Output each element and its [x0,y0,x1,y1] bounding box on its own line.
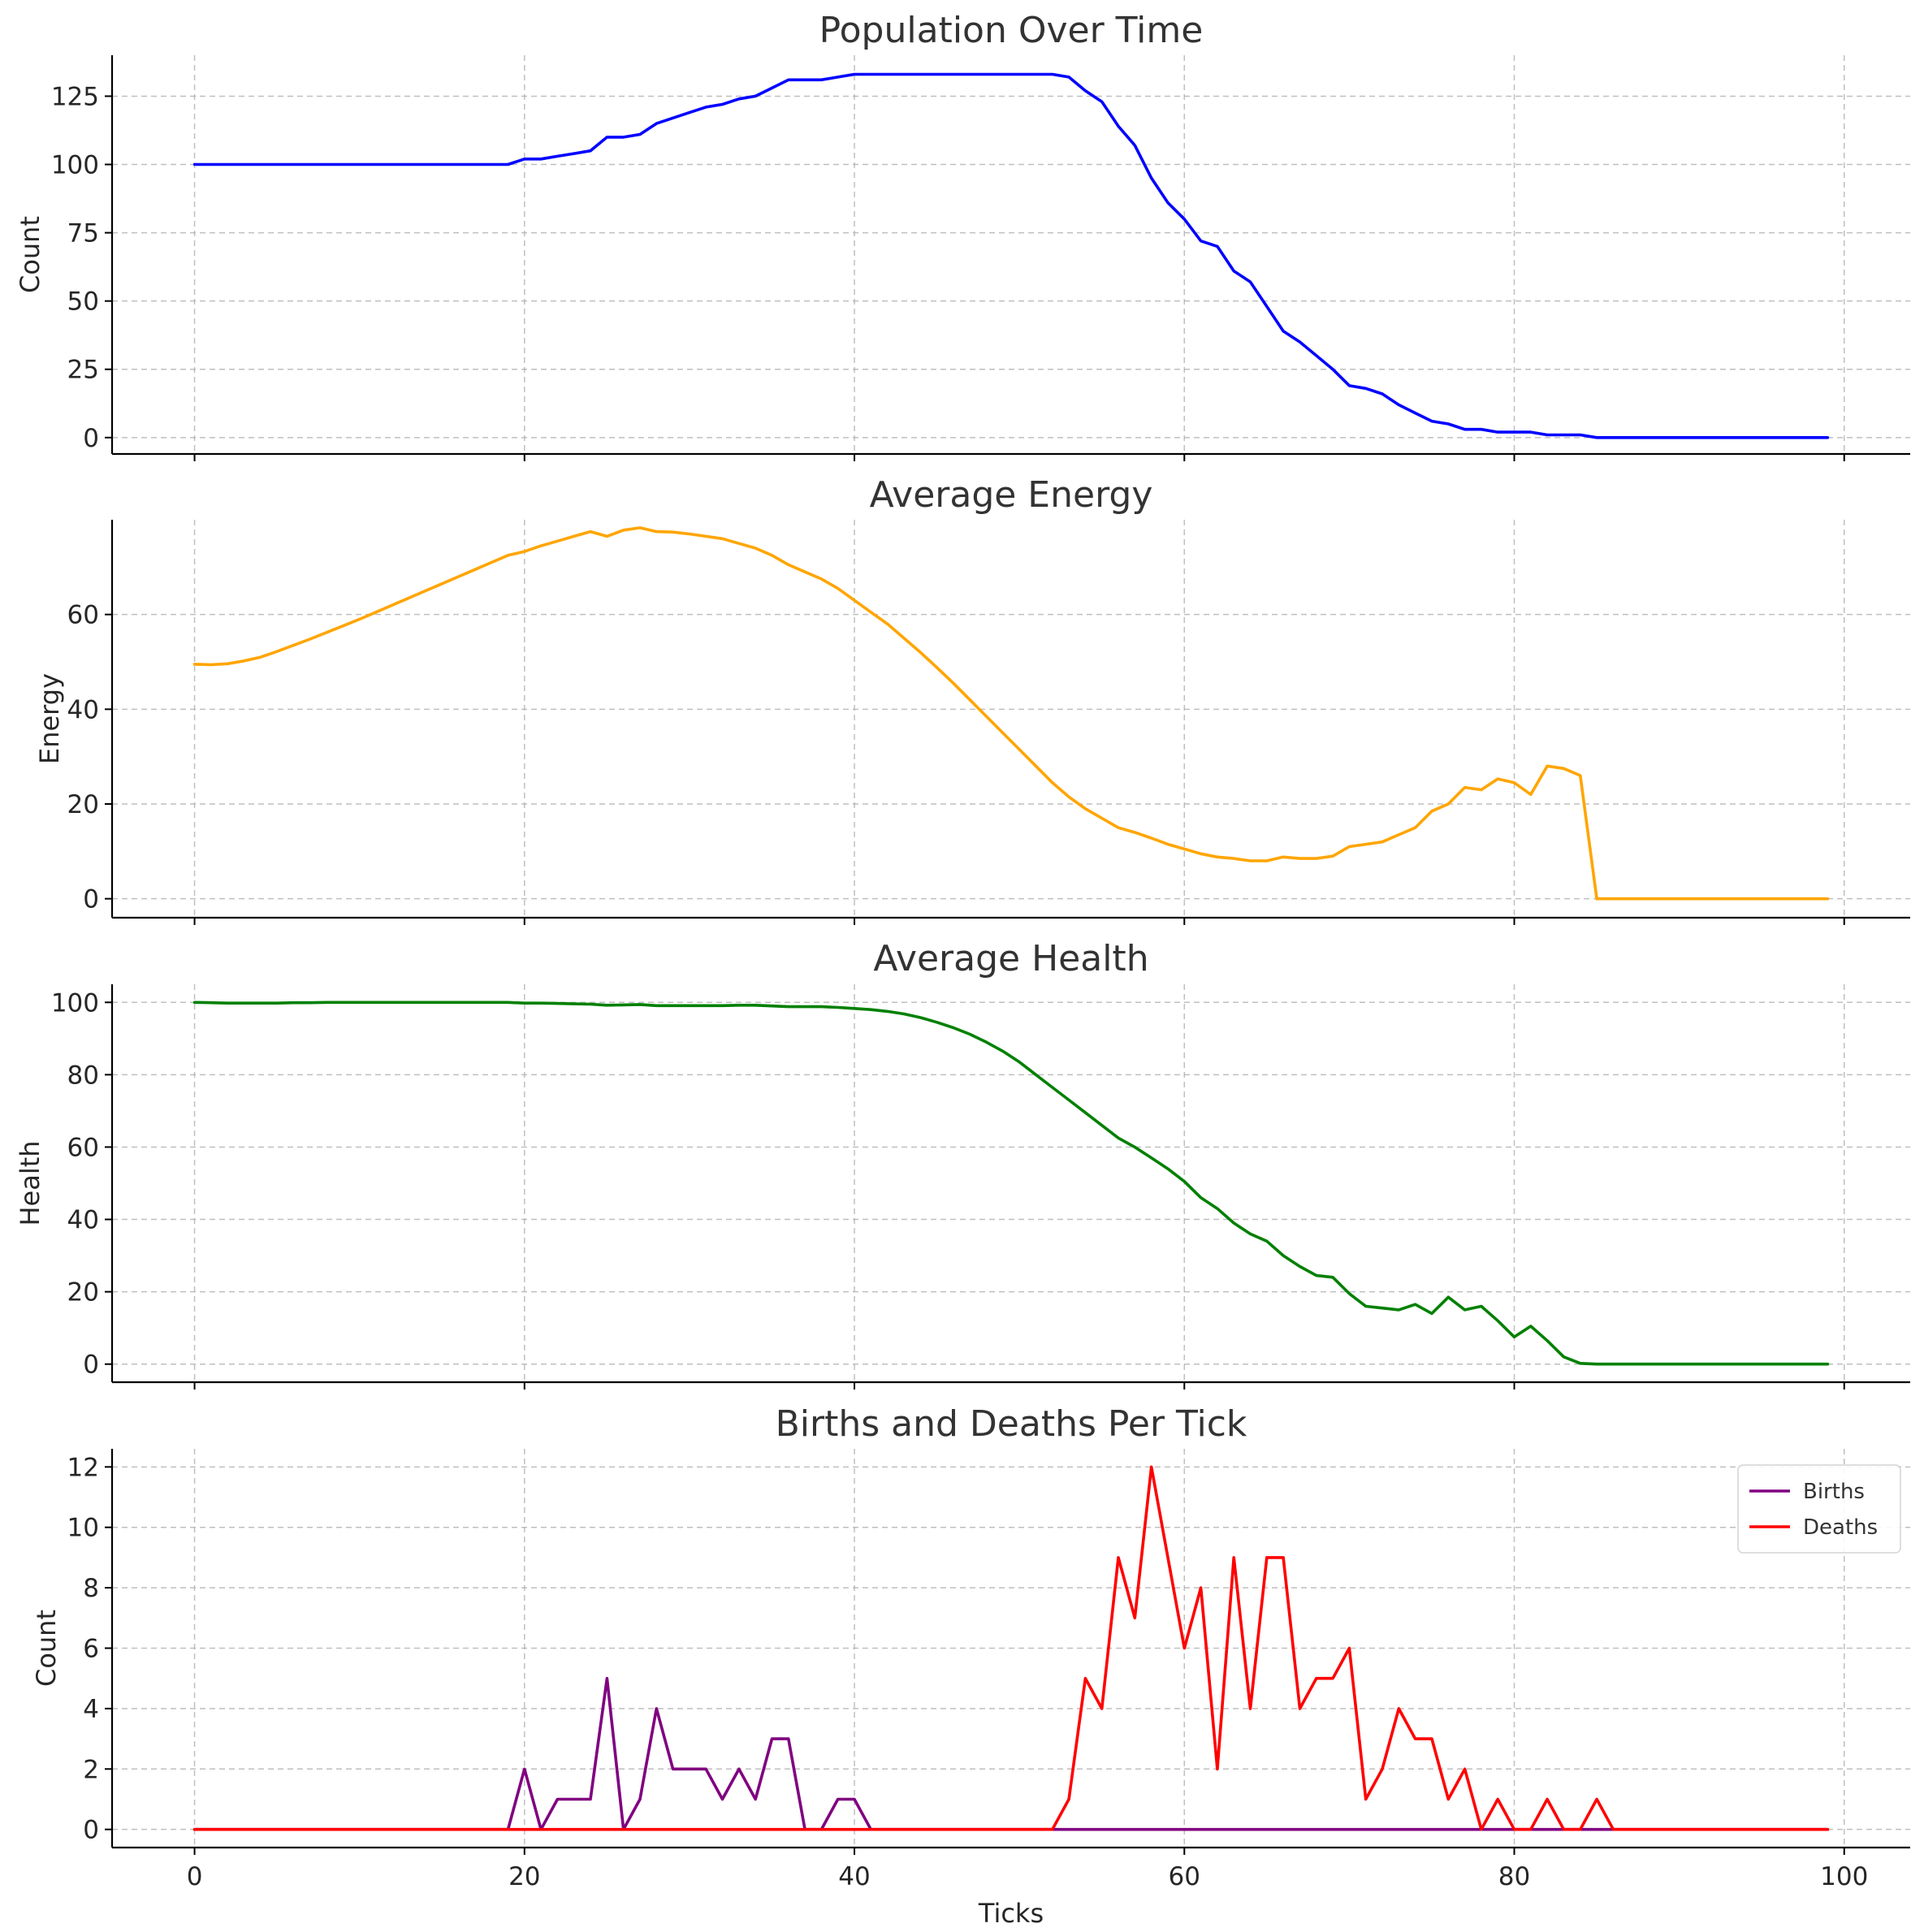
y-tick-label: 100 [51,151,99,180]
y-tick-label: 60 [67,601,99,630]
x-tick-label: 20 [508,1862,540,1891]
x-tick-label: 80 [1498,1862,1530,1891]
series-line-births [192,1676,1830,1831]
legend-box [1737,1464,1901,1554]
series-line-1 [192,72,1830,439]
y-tick-label: 10 [67,1514,99,1543]
x-tick-label: 60 [1169,1862,1200,1891]
y-tick-label: 0 [83,885,99,914]
y-tick-label: 100 [51,988,99,1018]
x-tick-label: 0 [187,1862,203,1891]
chart-title: Average Energy [870,474,1153,516]
y-tick-label: 0 [83,1816,99,1845]
y-tick-label: 12 [67,1453,99,1482]
x-axis-label: Ticks [978,1898,1044,1929]
series-line-deaths [192,1465,1830,1831]
chart-title: Population Over Time [819,10,1204,51]
y-axis-label: Count [15,216,45,293]
y-tick-label: 4 [83,1695,99,1724]
y-tick-label: 20 [67,790,99,819]
x-tick-label: 100 [1820,1862,1868,1891]
chart-title: Average Health [873,938,1148,979]
panel-4: 0 2 4 6 8 10 12 0 20 40 60 80 100 Births and Deaths P… [31,1403,1910,1929]
series-line-2 [192,526,1830,901]
panel-2: 0 20 40 60 Average Energy Energy [34,474,1910,925]
x-tick-label: 40 [838,1862,870,1891]
y-tick-label: 0 [83,1351,99,1380]
y-tick-label: 2 [83,1755,99,1784]
legend-label-births: Births [1803,1480,1865,1504]
y-tick-label: 40 [67,1206,99,1235]
y-axis-label: Health [15,1140,45,1225]
chart-title: Births and Deaths Per Tick [776,1403,1247,1445]
y-tick-label: 50 [67,287,99,317]
y-tick-label: 80 [67,1061,99,1090]
y-tick-label: 6 [83,1635,99,1664]
panel-1: 0 25 50 75 100 125 Population Over Time Count [15,10,1910,461]
y-axis-label: Energy [34,673,65,764]
series-line-3 [192,1001,1830,1366]
y-tick-label: 8 [83,1574,99,1603]
legend: Births Deaths [1737,1464,1901,1554]
y-tick-label: 60 [67,1133,99,1162]
y-tick-label: 40 [67,695,99,724]
y-tick-label: 0 [83,424,99,453]
y-tick-label: 20 [67,1278,99,1307]
y-tick-label: 25 [67,356,99,385]
y-tick-label: 125 [51,82,99,111]
y-tick-label: 75 [67,219,99,249]
legend-label-deaths: Deaths [1803,1515,1878,1540]
y-axis-label: Count [31,1610,62,1687]
panel-3: 0 20 40 60 80 100 Average Health Health [15,938,1910,1390]
